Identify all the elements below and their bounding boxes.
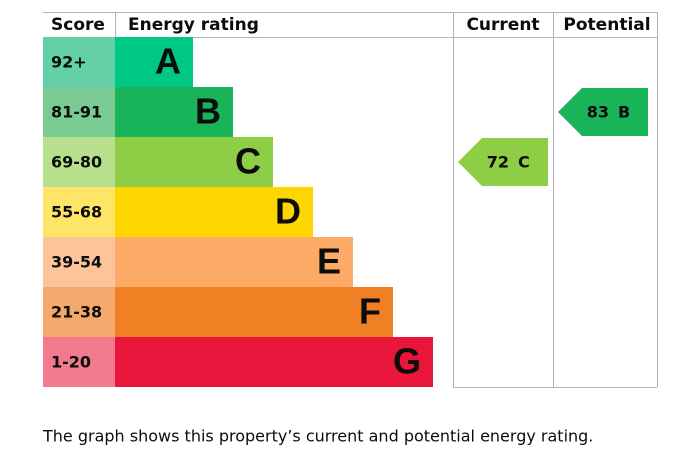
score-cell (43, 137, 115, 187)
potential-score: 83 (587, 103, 609, 122)
rating-bar (115, 237, 353, 287)
rating-bar (115, 137, 273, 187)
rating-bar (115, 287, 393, 337)
rating-letter: F (359, 291, 381, 332)
rating-letter: A (155, 41, 181, 82)
header-rating: Energy rating (128, 15, 259, 35)
header-potential: Potential (563, 15, 650, 35)
current-score: 72 (487, 153, 509, 172)
potential-rating: B (618, 103, 630, 122)
score-cell (43, 287, 115, 337)
caption: The graph shows this property’s current … (42, 427, 593, 446)
rating-letter: G (393, 341, 421, 382)
rating-letter: E (317, 241, 341, 282)
rating-letter: C (235, 141, 261, 182)
rating-bar (115, 37, 193, 87)
rating-letter: D (275, 191, 301, 232)
rating-bar (115, 87, 233, 137)
rating-bar (115, 337, 433, 387)
score-label: 81-91 (51, 103, 102, 122)
score-label: 21-38 (51, 303, 102, 322)
current-arrow (458, 138, 548, 186)
score-label: 92+ (51, 53, 87, 72)
header-score: Score (51, 15, 105, 35)
score-label: 1-20 (51, 353, 91, 372)
rating-letter: B (195, 91, 221, 132)
current-rating: C (518, 153, 530, 172)
score-cell (43, 37, 115, 87)
score-cell (43, 237, 115, 287)
score-label: 39-54 (51, 253, 102, 272)
potential-arrow (558, 88, 648, 136)
score-cell (43, 337, 115, 387)
score-label: 69-80 (51, 153, 102, 172)
score-cell (43, 187, 115, 237)
rating-bar (115, 187, 313, 237)
header-current: Current (466, 15, 539, 35)
score-cell (43, 87, 115, 137)
score-label: 55-68 (51, 203, 102, 222)
